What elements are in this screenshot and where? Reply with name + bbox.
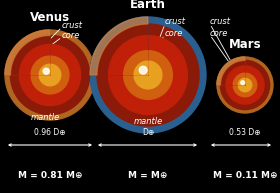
Polygon shape bbox=[90, 17, 148, 75]
Circle shape bbox=[220, 60, 270, 110]
Polygon shape bbox=[233, 73, 245, 85]
Polygon shape bbox=[220, 60, 245, 85]
Polygon shape bbox=[31, 56, 50, 75]
Circle shape bbox=[31, 56, 69, 94]
Text: mantle: mantle bbox=[30, 113, 60, 123]
Text: 0.53 D⊕: 0.53 D⊕ bbox=[229, 128, 261, 137]
Polygon shape bbox=[217, 57, 245, 85]
Text: core: core bbox=[62, 30, 80, 40]
Text: M = 0.81 M⊕: M = 0.81 M⊕ bbox=[18, 170, 82, 179]
Polygon shape bbox=[5, 30, 50, 75]
Text: crust: crust bbox=[165, 18, 186, 26]
Polygon shape bbox=[5, 30, 50, 75]
Polygon shape bbox=[109, 36, 148, 75]
Circle shape bbox=[238, 78, 252, 92]
Circle shape bbox=[43, 68, 49, 74]
Polygon shape bbox=[90, 17, 148, 75]
Text: M = M⊕: M = M⊕ bbox=[128, 170, 168, 179]
Text: M = 0.11 M⊕: M = 0.11 M⊕ bbox=[213, 170, 277, 179]
Text: Mars: Mars bbox=[229, 38, 261, 51]
Text: crust: crust bbox=[210, 18, 231, 26]
Polygon shape bbox=[39, 64, 50, 75]
Circle shape bbox=[134, 61, 162, 89]
Circle shape bbox=[10, 35, 90, 115]
Text: D⊕: D⊕ bbox=[142, 128, 154, 137]
Text: core: core bbox=[165, 29, 183, 37]
Circle shape bbox=[233, 73, 257, 97]
Circle shape bbox=[39, 64, 61, 86]
Text: crust: crust bbox=[62, 20, 83, 30]
Polygon shape bbox=[134, 61, 148, 75]
Circle shape bbox=[19, 44, 81, 106]
Circle shape bbox=[109, 36, 187, 114]
Polygon shape bbox=[124, 51, 148, 75]
Circle shape bbox=[241, 81, 244, 85]
Text: mantle: mantle bbox=[133, 118, 163, 126]
Circle shape bbox=[217, 57, 273, 113]
Circle shape bbox=[124, 51, 172, 99]
Text: 0.96 D⊕: 0.96 D⊕ bbox=[34, 128, 66, 137]
Text: core: core bbox=[210, 29, 228, 37]
Text: Venus: Venus bbox=[30, 11, 70, 24]
Circle shape bbox=[226, 66, 264, 104]
Circle shape bbox=[5, 30, 95, 120]
Polygon shape bbox=[5, 30, 50, 75]
Polygon shape bbox=[10, 35, 50, 75]
Polygon shape bbox=[97, 24, 148, 75]
Polygon shape bbox=[238, 78, 245, 85]
Polygon shape bbox=[19, 44, 50, 75]
Polygon shape bbox=[217, 57, 245, 85]
Circle shape bbox=[97, 24, 199, 126]
Polygon shape bbox=[90, 17, 148, 75]
Text: Earth: Earth bbox=[130, 0, 166, 11]
Circle shape bbox=[90, 17, 206, 133]
Circle shape bbox=[139, 66, 147, 74]
Polygon shape bbox=[226, 66, 245, 85]
Polygon shape bbox=[217, 57, 245, 85]
